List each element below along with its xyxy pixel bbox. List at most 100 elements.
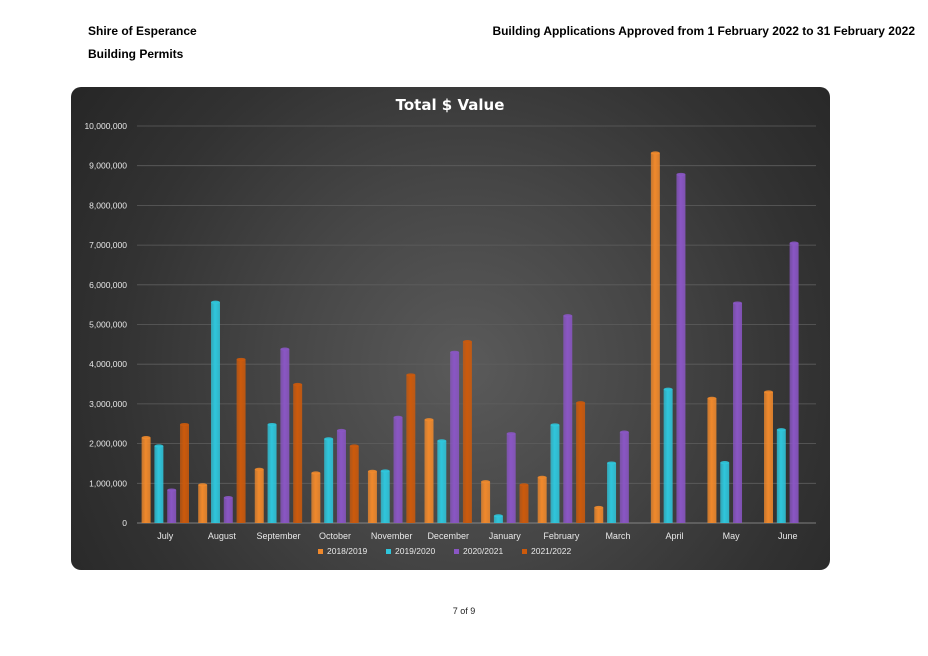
bar-march-2019-2020: [607, 463, 617, 523]
bar-top-june-2019-2020: [776, 428, 786, 432]
bar-february-2020-2021: [563, 315, 573, 523]
bar-top-may-2019-2020: [720, 461, 730, 465]
legend-marker-2020-2021: [454, 549, 459, 554]
bar-august-2019-2020: [210, 302, 220, 523]
bar-july-2018-2019: [141, 437, 151, 523]
bar-top-january-2021-2022: [519, 483, 529, 487]
bar-june-2018-2019: [764, 391, 774, 523]
bar-may-2020-2021: [733, 303, 743, 523]
y-tick-label: 2,000,000: [89, 439, 127, 449]
bar-march-2020-2021: [619, 432, 629, 523]
bar-november-2019-2020: [380, 470, 390, 523]
bar-top-november-2018-2019: [367, 469, 377, 473]
legend-label-2020-2021: 2020/2021: [463, 546, 503, 556]
bar-top-april-2019-2020: [663, 387, 673, 391]
bar-january-2018-2019: [481, 481, 491, 523]
bar-top-october-2021-2022: [349, 444, 359, 448]
bar-may-2019-2020: [720, 462, 730, 523]
x-tick-label-december: December: [427, 531, 469, 541]
bar-august-2018-2019: [198, 484, 208, 523]
bar-october-2020-2021: [336, 430, 346, 523]
bar-top-august-2018-2019: [198, 483, 208, 487]
bar-top-december-2019-2020: [437, 439, 447, 443]
bar-december-2020-2021: [450, 352, 460, 523]
bar-top-november-2021-2022: [406, 373, 416, 377]
bar-chart: Total $ Value 0 1,000,000 2,000,000 3,000,0…: [84, 96, 816, 556]
bar-top-august-2021-2022: [236, 357, 246, 362]
y-tick-label: 9,000,000: [89, 161, 127, 171]
bar-september-2018-2019: [254, 469, 264, 523]
legend-marker-2021-2022: [522, 549, 527, 554]
report-title: Building Applications Approved from 1 Fe…: [492, 24, 915, 38]
bar-top-november-2020-2021: [393, 415, 403, 419]
y-tick-label: 6,000,000: [89, 280, 127, 290]
x-tick-label-april: April: [666, 531, 684, 541]
bar-august-2021-2022: [236, 359, 246, 523]
bar-top-april-2020-2021: [676, 172, 686, 177]
bar-top-july-2020-2021: [167, 488, 177, 492]
bars: [141, 151, 799, 524]
bar-top-february-2018-2019: [537, 475, 547, 479]
y-tick-label: 3,000,000: [89, 399, 127, 409]
bar-december-2021-2022: [462, 341, 472, 523]
y-tick-label: 5,000,000: [89, 320, 127, 330]
bar-top-december-2018-2019: [424, 418, 434, 422]
bar-top-february-2020-2021: [563, 314, 573, 318]
bar-april-2020-2021: [676, 174, 686, 523]
bar-top-july-2021-2022: [179, 422, 189, 427]
bar-february-2021-2022: [576, 402, 586, 523]
page-number: 7 of 9: [452, 606, 476, 616]
bar-july-2020-2021: [167, 490, 177, 523]
bar-december-2019-2020: [437, 440, 447, 523]
bar-september-2019-2020: [267, 424, 277, 523]
legend: 2018/2019 2019/2020 2020/2021 2021/2022: [318, 546, 571, 556]
x-tick-label-november: November: [371, 531, 413, 541]
x-tick-label-february: February: [543, 531, 580, 541]
bar-top-may-2018-2019: [707, 396, 717, 400]
y-tick-label: 8,000,000: [89, 200, 127, 210]
legend-label-2021-2022: 2021/2022: [531, 546, 571, 556]
bar-top-september-2020-2021: [280, 347, 290, 351]
bar-top-august-2020-2021: [223, 495, 233, 500]
bar-november-2021-2022: [406, 374, 416, 523]
bar-october-2018-2019: [311, 472, 321, 523]
bar-october-2021-2022: [349, 445, 359, 523]
bar-january-2020-2021: [506, 433, 516, 523]
legend-label-2018-2019: 2018/2019: [327, 546, 367, 556]
bar-top-september-2019-2020: [267, 422, 277, 427]
bar-april-2019-2020: [663, 389, 673, 523]
y-tick-label: 7,000,000: [89, 240, 127, 250]
bar-september-2020-2021: [280, 349, 290, 523]
bar-may-2018-2019: [707, 398, 717, 523]
bar-august-2020-2021: [223, 497, 233, 523]
y-tick-label: 4,000,000: [89, 359, 127, 369]
bar-top-june-2020-2021: [789, 241, 799, 245]
legend-marker-2018-2019: [318, 549, 323, 554]
bar-top-october-2020-2021: [336, 428, 346, 433]
bar-top-january-2018-2019: [481, 480, 491, 484]
bar-top-september-2018-2019: [254, 467, 264, 472]
bar-top-may-2020-2021: [733, 301, 743, 305]
bar-january-2019-2020: [493, 515, 503, 523]
bar-july-2021-2022: [179, 424, 189, 523]
x-tick-label-october: October: [319, 531, 351, 541]
bar-february-2018-2019: [537, 477, 547, 523]
bar-november-2020-2021: [393, 417, 403, 523]
bar-top-december-2021-2022: [462, 339, 472, 344]
bar-september-2021-2022: [293, 384, 303, 523]
legend-marker-2019-2020: [386, 549, 391, 554]
bar-top-march-2020-2021: [619, 430, 629, 434]
bar-top-september-2021-2022: [293, 382, 303, 387]
bar-top-november-2019-2020: [380, 469, 390, 473]
bar-july-2019-2020: [154, 445, 164, 523]
bar-top-march-2019-2020: [607, 461, 617, 465]
bar-top-january-2019-2020: [493, 514, 503, 518]
bar-november-2018-2019: [367, 471, 377, 523]
x-axis-ticks: July August September October November Decemb…: [157, 531, 797, 541]
bar-june-2019-2020: [776, 429, 786, 523]
x-tick-label-july: July: [157, 531, 174, 541]
x-tick-label-september: September: [256, 531, 300, 541]
chart-panel: Total $ Value 0 1,000,000 2,000,000 3,000,0…: [71, 87, 830, 570]
organization-name: Shire of Esperance: [88, 24, 197, 38]
y-tick-label: 0: [122, 518, 127, 528]
